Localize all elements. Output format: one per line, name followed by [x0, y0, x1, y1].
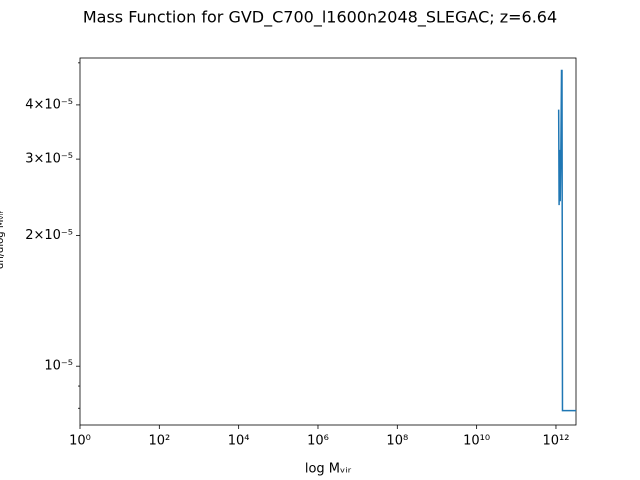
y-tick-label: 10⁻⁵ — [44, 359, 73, 374]
x-tick-label: 10⁰ — [69, 434, 91, 449]
y-tick-label: 4×10⁻⁵ — [25, 97, 73, 112]
x-tick-label: 10¹² — [542, 434, 569, 449]
x-tick-label: 10⁶ — [307, 434, 329, 449]
x-tick-label: 10⁴ — [228, 434, 250, 449]
x-tick-label: 10¹⁰ — [463, 434, 490, 449]
y-tick-label: 3×10⁻⁵ — [25, 152, 73, 167]
y-tick-label: 2×10⁻⁵ — [25, 228, 73, 243]
y-axis-label: dn/dlog Mᵥᵢᵣ — [0, 211, 6, 269]
x-axis-label: log Mᵥᵢᵣ — [305, 462, 352, 477]
data-line — [557, 69, 576, 412]
x-tick-label: 10² — [148, 434, 170, 449]
chart-title: Mass Function for GVD_C700_l1600n2048_SL… — [83, 8, 557, 28]
x-tick-label: 10⁸ — [386, 434, 408, 449]
plot-frame — [79, 57, 577, 426]
